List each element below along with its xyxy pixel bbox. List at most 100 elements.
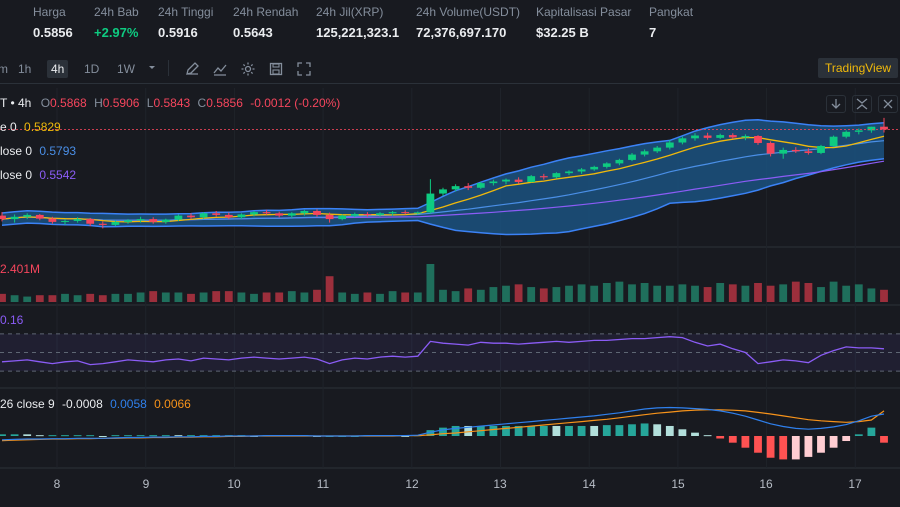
volume-bar bbox=[514, 284, 523, 302]
ma-legend-2-name: lose 0 bbox=[0, 144, 33, 158]
high-label: H bbox=[94, 96, 103, 110]
candle bbox=[678, 136, 687, 145]
volume-bar bbox=[842, 285, 851, 302]
volume-bar bbox=[577, 284, 586, 302]
candle bbox=[703, 132, 712, 140]
rsi-panel bbox=[0, 333, 900, 372]
stat-market-cap: Kapitalisasi Pasar $32.25 B bbox=[536, 5, 631, 40]
collapse-button[interactable] bbox=[852, 95, 872, 113]
macd-histogram-bar bbox=[212, 435, 221, 437]
macd-histogram-bar bbox=[0, 434, 6, 436]
volume-bar bbox=[678, 284, 687, 302]
volume-bar bbox=[590, 285, 599, 302]
volume-bar bbox=[10, 295, 19, 302]
candle bbox=[149, 217, 158, 224]
grid-lines bbox=[0, 88, 900, 469]
volume-bar bbox=[413, 292, 422, 302]
candle-body bbox=[86, 219, 95, 224]
candle bbox=[854, 128, 863, 135]
volume-bar bbox=[287, 291, 296, 302]
stat-low-value: 0.5643 bbox=[233, 25, 273, 40]
stat-rank-value: 7 bbox=[649, 25, 657, 40]
macd-histogram-bar bbox=[35, 435, 44, 437]
stat-low-label: 24h Rendah bbox=[233, 5, 299, 19]
volume-bar bbox=[350, 293, 359, 302]
candle bbox=[439, 187, 447, 196]
interval-4h[interactable]: 4h bbox=[47, 60, 69, 78]
candle-body bbox=[842, 131, 851, 137]
indicator-button[interactable] bbox=[212, 60, 228, 78]
draw-tool-button[interactable] bbox=[184, 60, 200, 78]
candle-body bbox=[313, 210, 321, 215]
volume-bar bbox=[401, 292, 410, 302]
candle bbox=[426, 179, 435, 214]
candle bbox=[224, 212, 233, 220]
scroll-down-button[interactable] bbox=[826, 95, 846, 113]
interval-1h[interactable]: 1h bbox=[18, 62, 32, 76]
candle-body bbox=[628, 154, 636, 160]
band-lower-line bbox=[1, 157, 885, 236]
stat-market-cap-label: Kapitalisasi Pasar bbox=[536, 5, 632, 19]
save-button[interactable] bbox=[268, 60, 284, 78]
macd-histogram-bar bbox=[842, 436, 851, 442]
settings-button[interactable] bbox=[240, 60, 256, 78]
candle bbox=[61, 219, 69, 225]
stat-change-value: +2.97% bbox=[94, 25, 139, 40]
volume-bar bbox=[829, 281, 838, 302]
volume-bar bbox=[275, 292, 284, 302]
macd-histogram-bar bbox=[98, 436, 107, 437]
stat-market-cap-value: $32.25 B bbox=[536, 25, 589, 40]
candle-body bbox=[502, 179, 510, 182]
candle-body bbox=[124, 220, 132, 222]
macd-histogram-bar bbox=[48, 435, 57, 437]
volume-bar bbox=[628, 284, 636, 302]
macd-histogram-bar bbox=[489, 425, 498, 436]
candle-body bbox=[199, 213, 208, 218]
candle-body bbox=[401, 212, 410, 214]
volume-bar bbox=[691, 285, 699, 302]
candle bbox=[413, 211, 422, 215]
interval-minutes[interactable]: m bbox=[0, 62, 8, 76]
stat-rank: Pangkat 7 bbox=[649, 5, 693, 40]
candle-body bbox=[703, 135, 712, 138]
stat-high: 24h Tinggi 0.5916 bbox=[158, 5, 213, 40]
volume-bar bbox=[539, 288, 548, 302]
bollinger-band bbox=[1, 119, 885, 236]
candle bbox=[376, 212, 384, 217]
tradingview-badge[interactable]: TradingView bbox=[818, 58, 899, 78]
macd-histogram-bar bbox=[880, 436, 888, 443]
volume-bar bbox=[502, 285, 510, 302]
candle-body bbox=[552, 173, 561, 178]
macd-legend: 26 close 9 -0.0008 0.0058 0.0066 bbox=[0, 397, 191, 411]
candle-body bbox=[111, 221, 120, 225]
candle-body bbox=[174, 215, 183, 220]
stat-volume-usdt-label: 24h Volume(USDT) bbox=[416, 5, 521, 19]
candle-body bbox=[262, 212, 271, 214]
macd-histogram-bar bbox=[829, 436, 838, 448]
close-panel-button[interactable] bbox=[878, 95, 898, 113]
interval-dropdown[interactable] bbox=[147, 60, 157, 78]
close-icon bbox=[883, 99, 893, 109]
fullscreen-button[interactable] bbox=[296, 60, 312, 78]
macd-histogram-bar bbox=[149, 435, 158, 437]
x-axis-label: 13 bbox=[493, 477, 507, 491]
volume-bar bbox=[741, 285, 750, 302]
candle-body bbox=[804, 151, 813, 153]
macd-histogram-bar bbox=[754, 436, 762, 453]
candle-body bbox=[854, 130, 863, 132]
stat-change: 24h Bab +2.97% bbox=[94, 5, 139, 40]
x-axis-label: 8 bbox=[53, 477, 61, 491]
interval-1w[interactable]: 1W bbox=[117, 62, 135, 76]
volume-bar bbox=[476, 289, 485, 302]
volume-bar bbox=[565, 285, 573, 302]
macd-histogram-bar bbox=[867, 427, 876, 436]
ma-legend-3: lose 0 0.5542 bbox=[0, 168, 76, 182]
macd-histogram-bar bbox=[539, 425, 548, 436]
candle-body bbox=[376, 213, 384, 215]
candle bbox=[489, 179, 498, 186]
toolbar-divider bbox=[168, 60, 169, 76]
interval-1d[interactable]: 1D bbox=[84, 62, 100, 76]
macd-histogram-bar bbox=[136, 435, 145, 437]
macd-panel bbox=[0, 406, 888, 460]
